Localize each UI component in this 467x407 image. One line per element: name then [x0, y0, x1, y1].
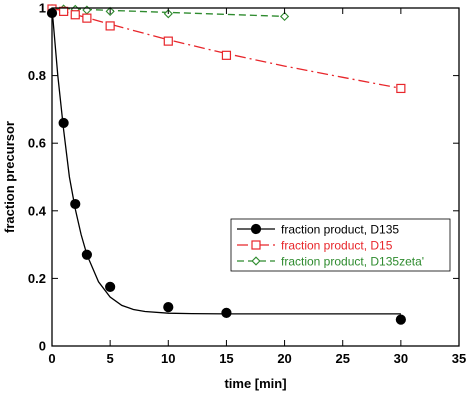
- x-axis-title: time [min]: [224, 376, 286, 391]
- y-tick-label: 0: [39, 339, 46, 354]
- axis-tick-labels: 0 5 10 15 20 25 30 35 0 0.2 0.4 0.6 0.8 1: [28, 1, 466, 367]
- data-point-series-2: [105, 21, 115, 31]
- fit-curve-series-1: [51, 7, 401, 315]
- data-point-series-2: [221, 50, 232, 60]
- legend-marker-series-2: [251, 240, 261, 250]
- data-point-series-1: [105, 281, 116, 292]
- x-tick-label: 15: [219, 351, 233, 366]
- x-tick-label: 25: [335, 351, 349, 366]
- data-point-series-2: [396, 83, 406, 94]
- y-tick-label: 0.2: [28, 271, 46, 286]
- legend-label-series-3: fraction product, D135zeta': [281, 254, 424, 268]
- y-tick-label: 0.8: [28, 68, 46, 83]
- legend: fraction product, D135 fraction product, …: [230, 218, 451, 272]
- legend-entries: fraction product, D135 fraction product, …: [237, 222, 424, 268]
- x-tick-label: 5: [107, 351, 114, 366]
- y-tick-label: 0.4: [28, 203, 47, 218]
- legend-marker-series-3: [251, 256, 261, 266]
- data-point-series-2: [70, 10, 80, 20]
- data-point-series-2: [82, 13, 92, 23]
- data-point-series-2: [163, 36, 173, 46]
- x-tick-label: 30: [394, 351, 408, 366]
- y-tick-label: 1: [39, 1, 46, 16]
- plot-frame: [51, 7, 460, 347]
- data-point-series-1: [58, 117, 69, 129]
- legend-label-series-2: fraction product, D15: [281, 238, 393, 252]
- legend-label-series-1: fraction product, D135: [281, 222, 399, 236]
- data-markers: [46, 4, 406, 325]
- data-point-series-1: [81, 249, 92, 260]
- x-tick-label: 10: [161, 351, 175, 366]
- x-tick-label: 20: [277, 351, 291, 366]
- data-point-series-1: [70, 198, 81, 210]
- x-tick-label: 35: [452, 351, 466, 366]
- data-point-series-1: [163, 302, 174, 313]
- data-point-series-1: [395, 314, 406, 325]
- x-tick-label: 0: [48, 351, 55, 366]
- y-axis-title: fraction precursor: [2, 121, 17, 233]
- legend-marker-series-1: [250, 223, 262, 235]
- data-point-series-1: [221, 307, 232, 318]
- y-tick-label: 0.6: [28, 136, 46, 151]
- fit-curve-series-2: [51, 7, 402, 90]
- data-point-series-3: [279, 11, 290, 22]
- axis-ticks: [51, 7, 460, 347]
